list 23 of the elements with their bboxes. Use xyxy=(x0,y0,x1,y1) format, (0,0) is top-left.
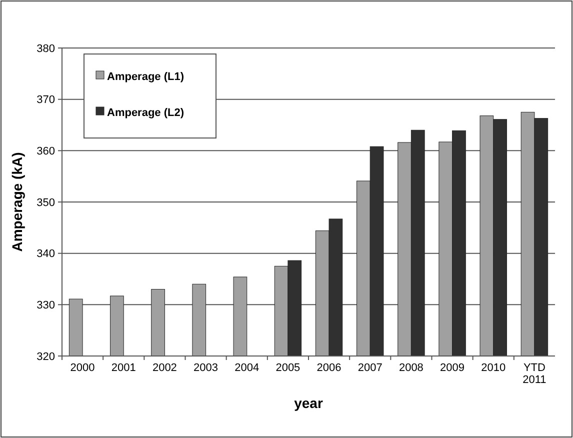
y-tick-label: 340 xyxy=(36,248,55,260)
legend-label: Amperage (L2) xyxy=(107,106,184,119)
x-tick-label: YTD 2011 xyxy=(522,362,546,386)
y-tick-label: 350 xyxy=(36,196,55,209)
x-tick-label: 2007 xyxy=(358,362,382,374)
y-tick-label: 360 xyxy=(36,146,55,158)
y-tick-label: 380 xyxy=(36,42,55,55)
x-tick-label: 2009 xyxy=(440,362,465,374)
legend-label: Amperage (L1) xyxy=(107,70,184,83)
x-tick-label: 2008 xyxy=(398,362,424,374)
x-tick-label: 2006 xyxy=(316,362,342,374)
y-tick-label: 370 xyxy=(36,94,55,106)
x-axis-title: year xyxy=(294,395,324,411)
x-tick-label: 2002 xyxy=(152,362,177,374)
x-tick-label: 2000 xyxy=(70,362,95,374)
x-tick-label: 2005 xyxy=(276,362,300,374)
x-tick-label: 2004 xyxy=(234,362,260,374)
x-tick-label: 2001 xyxy=(111,362,136,374)
y-tick-label: 320 xyxy=(36,350,55,363)
y-tick-label: 330 xyxy=(36,300,55,312)
x-tick-label: 2003 xyxy=(194,362,218,374)
y-axis-title: Amperage (kA) xyxy=(9,152,25,252)
x-tick-label: 2010 xyxy=(481,362,506,374)
